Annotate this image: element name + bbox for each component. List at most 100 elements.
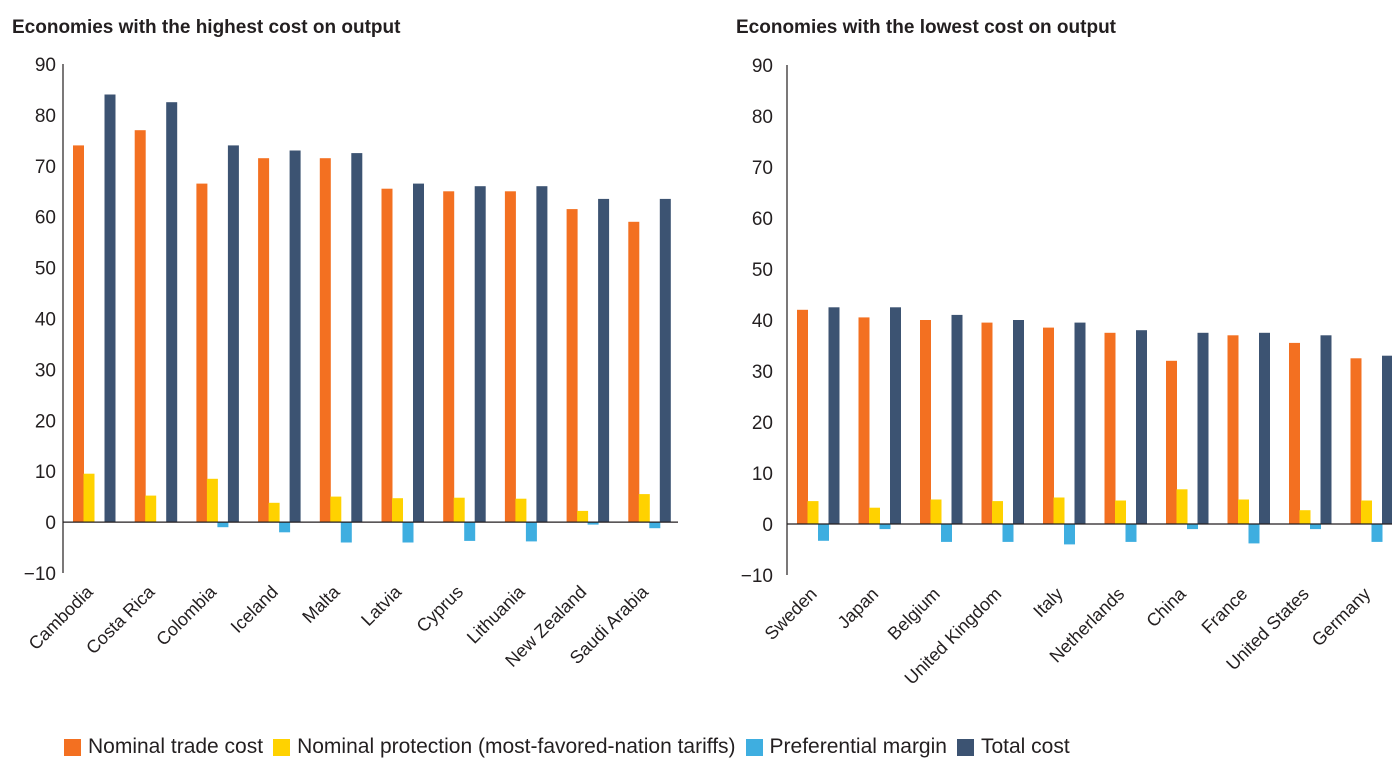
- bar-total-cost-belgium: [951, 314, 963, 524]
- bar-nominal-trade-cost-netherlands: [1104, 332, 1116, 525]
- y-tick-label: 70: [35, 157, 56, 178]
- bar-total-cost-netherlands: [1136, 330, 1147, 524]
- bar-nominal-protection-saudi-arabia: [638, 494, 650, 523]
- x-tick-label: France: [1198, 584, 1252, 638]
- legend: Nominal trade cost Nominal protection (m…: [64, 735, 1080, 759]
- x-tick-label: Belgium: [884, 584, 944, 644]
- y-tick-label: 90: [35, 55, 56, 76]
- bar-nominal-protection-france: [1238, 499, 1249, 524]
- bar-total-cost-united-states: [1320, 335, 1332, 524]
- y-tick-label: 80: [752, 107, 773, 128]
- y-tick-label: −10: [741, 566, 773, 587]
- y-tick-label: 20: [752, 413, 773, 434]
- bar-nominal-protection-lithuania: [515, 498, 527, 523]
- bar-nominal-protection-sweden: [807, 501, 819, 524]
- bar-nominal-protection-cambodia: [83, 473, 95, 523]
- x-tick-label: Iceland: [227, 582, 282, 637]
- lowest-cost-panel: Economies with the lowest cost on output…: [736, 17, 1392, 688]
- bar-nominal-trade-cost-sweden: [797, 309, 808, 524]
- bar-preferential-margin-iceland: [279, 522, 291, 533]
- y-tick-label: 60: [752, 209, 773, 230]
- bar-nominal-trade-cost-colombia: [196, 183, 208, 523]
- y-tick-label: 50: [35, 259, 56, 280]
- bar-total-cost-united-kingdom: [1013, 320, 1024, 524]
- x-tick-label: Colombia: [152, 581, 221, 650]
- bar-total-cost-latvia: [413, 183, 424, 523]
- y-tick-label: 70: [752, 158, 773, 179]
- bar-nominal-protection-colombia: [206, 478, 218, 523]
- x-tick-label: China: [1142, 583, 1190, 631]
- bar-preferential-margin-lithuania: [525, 522, 537, 542]
- y-tick-label: 60: [35, 208, 56, 229]
- legend-swatch-light-blue: [745, 738, 763, 756]
- legend-item-nominal-protection: Nominal protection (most-favored-nation …: [273, 735, 736, 759]
- bar-nominal-protection-malta: [330, 496, 342, 523]
- y-tick-label: 20: [35, 411, 56, 432]
- bar-nominal-trade-cost-belgium: [920, 320, 931, 524]
- x-tick-label: Cyprus: [413, 582, 467, 636]
- x-tick-label: Italy: [1029, 584, 1066, 621]
- legend-label: Preferential margin: [769, 735, 947, 758]
- x-tick-label: Latvia: [357, 581, 406, 630]
- bar-nominal-trade-cost-cambodia: [73, 145, 84, 523]
- bar-nominal-trade-cost-france: [1227, 335, 1239, 524]
- bar-nominal-protection-italy: [1053, 497, 1065, 524]
- bar-nominal-trade-cost-malta: [319, 158, 331, 523]
- bar-nominal-trade-cost-germany: [1350, 358, 1362, 525]
- y-tick-label: 80: [35, 106, 56, 127]
- bar-nominal-trade-cost-lithuania: [504, 191, 516, 523]
- y-tick-label: 10: [35, 462, 56, 483]
- bar-nominal-protection-latvia: [392, 498, 403, 523]
- bar-preferential-margin-sweden: [818, 524, 829, 541]
- y-tick-label: 10: [752, 464, 773, 485]
- bar-nominal-protection-united-states: [1299, 510, 1311, 524]
- legend-item-preferential-margin: Preferential margin: [745, 735, 947, 759]
- bar-total-cost-france: [1259, 332, 1270, 525]
- bar-nominal-trade-cost-united-kingdom: [981, 322, 993, 524]
- bar-total-cost-china: [1197, 332, 1209, 525]
- bar-nominal-trade-cost-costa-rica: [134, 130, 146, 523]
- bar-total-cost-japan: [890, 307, 901, 525]
- y-tick-label: 0: [762, 515, 773, 536]
- bar-preferential-margin-france: [1248, 524, 1260, 544]
- x-tick-label: Sweden: [761, 584, 821, 644]
- bar-nominal-trade-cost-china: [1166, 360, 1177, 524]
- bar-preferential-margin-malta: [340, 522, 352, 543]
- legend-label: Nominal trade cost: [88, 735, 264, 758]
- bar-nominal-protection-netherlands: [1115, 500, 1126, 524]
- bar-nominal-protection-germany: [1361, 500, 1372, 524]
- bar-preferential-margin-japan: [879, 524, 891, 530]
- bar-total-cost-saudi-arabia: [659, 198, 671, 523]
- bar-total-cost-colombia: [227, 145, 239, 523]
- bar-nominal-protection-cyprus: [453, 497, 465, 523]
- legend-item-nominal-trade-cost: Nominal trade cost: [64, 735, 263, 759]
- bar-preferential-margin-colombia: [217, 522, 229, 528]
- y-tick-label: 40: [752, 311, 773, 332]
- bar-total-cost-germany: [1382, 355, 1392, 524]
- bar-preferential-margin-united-states: [1310, 524, 1321, 530]
- bar-total-cost-new-zealand: [598, 198, 610, 523]
- bar-preferential-margin-latvia: [402, 522, 414, 543]
- y-tick-label: 0: [45, 513, 56, 534]
- x-tick-label: Japan: [834, 584, 883, 633]
- legend-swatch-yellow: [273, 738, 291, 756]
- y-tick-label: 50: [752, 260, 773, 281]
- y-tick-label: 40: [35, 310, 56, 331]
- bar-preferential-margin-belgium: [941, 524, 952, 542]
- y-tick-label: 30: [35, 360, 56, 381]
- legend-swatch-orange: [64, 738, 81, 756]
- bar-preferential-margin-china: [1187, 524, 1198, 530]
- bar-nominal-trade-cost-united-states: [1289, 342, 1300, 524]
- bar-nominal-trade-cost-latvia: [381, 188, 393, 523]
- bar-preferential-margin-cyprus: [464, 522, 476, 541]
- bar-nominal-trade-cost-cyprus: [443, 191, 455, 523]
- highest-cost-title: Economies with the highest cost on outpu…: [12, 17, 401, 38]
- bar-preferential-margin-germany: [1371, 524, 1383, 542]
- bar-nominal-trade-cost-iceland: [258, 158, 270, 523]
- bar-nominal-protection-belgium: [930, 499, 942, 524]
- legend-label: Nominal protection (most-favored-nation …: [297, 735, 736, 758]
- bar-nominal-trade-cost-new-zealand: [566, 209, 578, 523]
- bar-preferential-margin-saudi-arabia: [649, 522, 661, 529]
- bar-preferential-margin-netherlands: [1125, 524, 1137, 542]
